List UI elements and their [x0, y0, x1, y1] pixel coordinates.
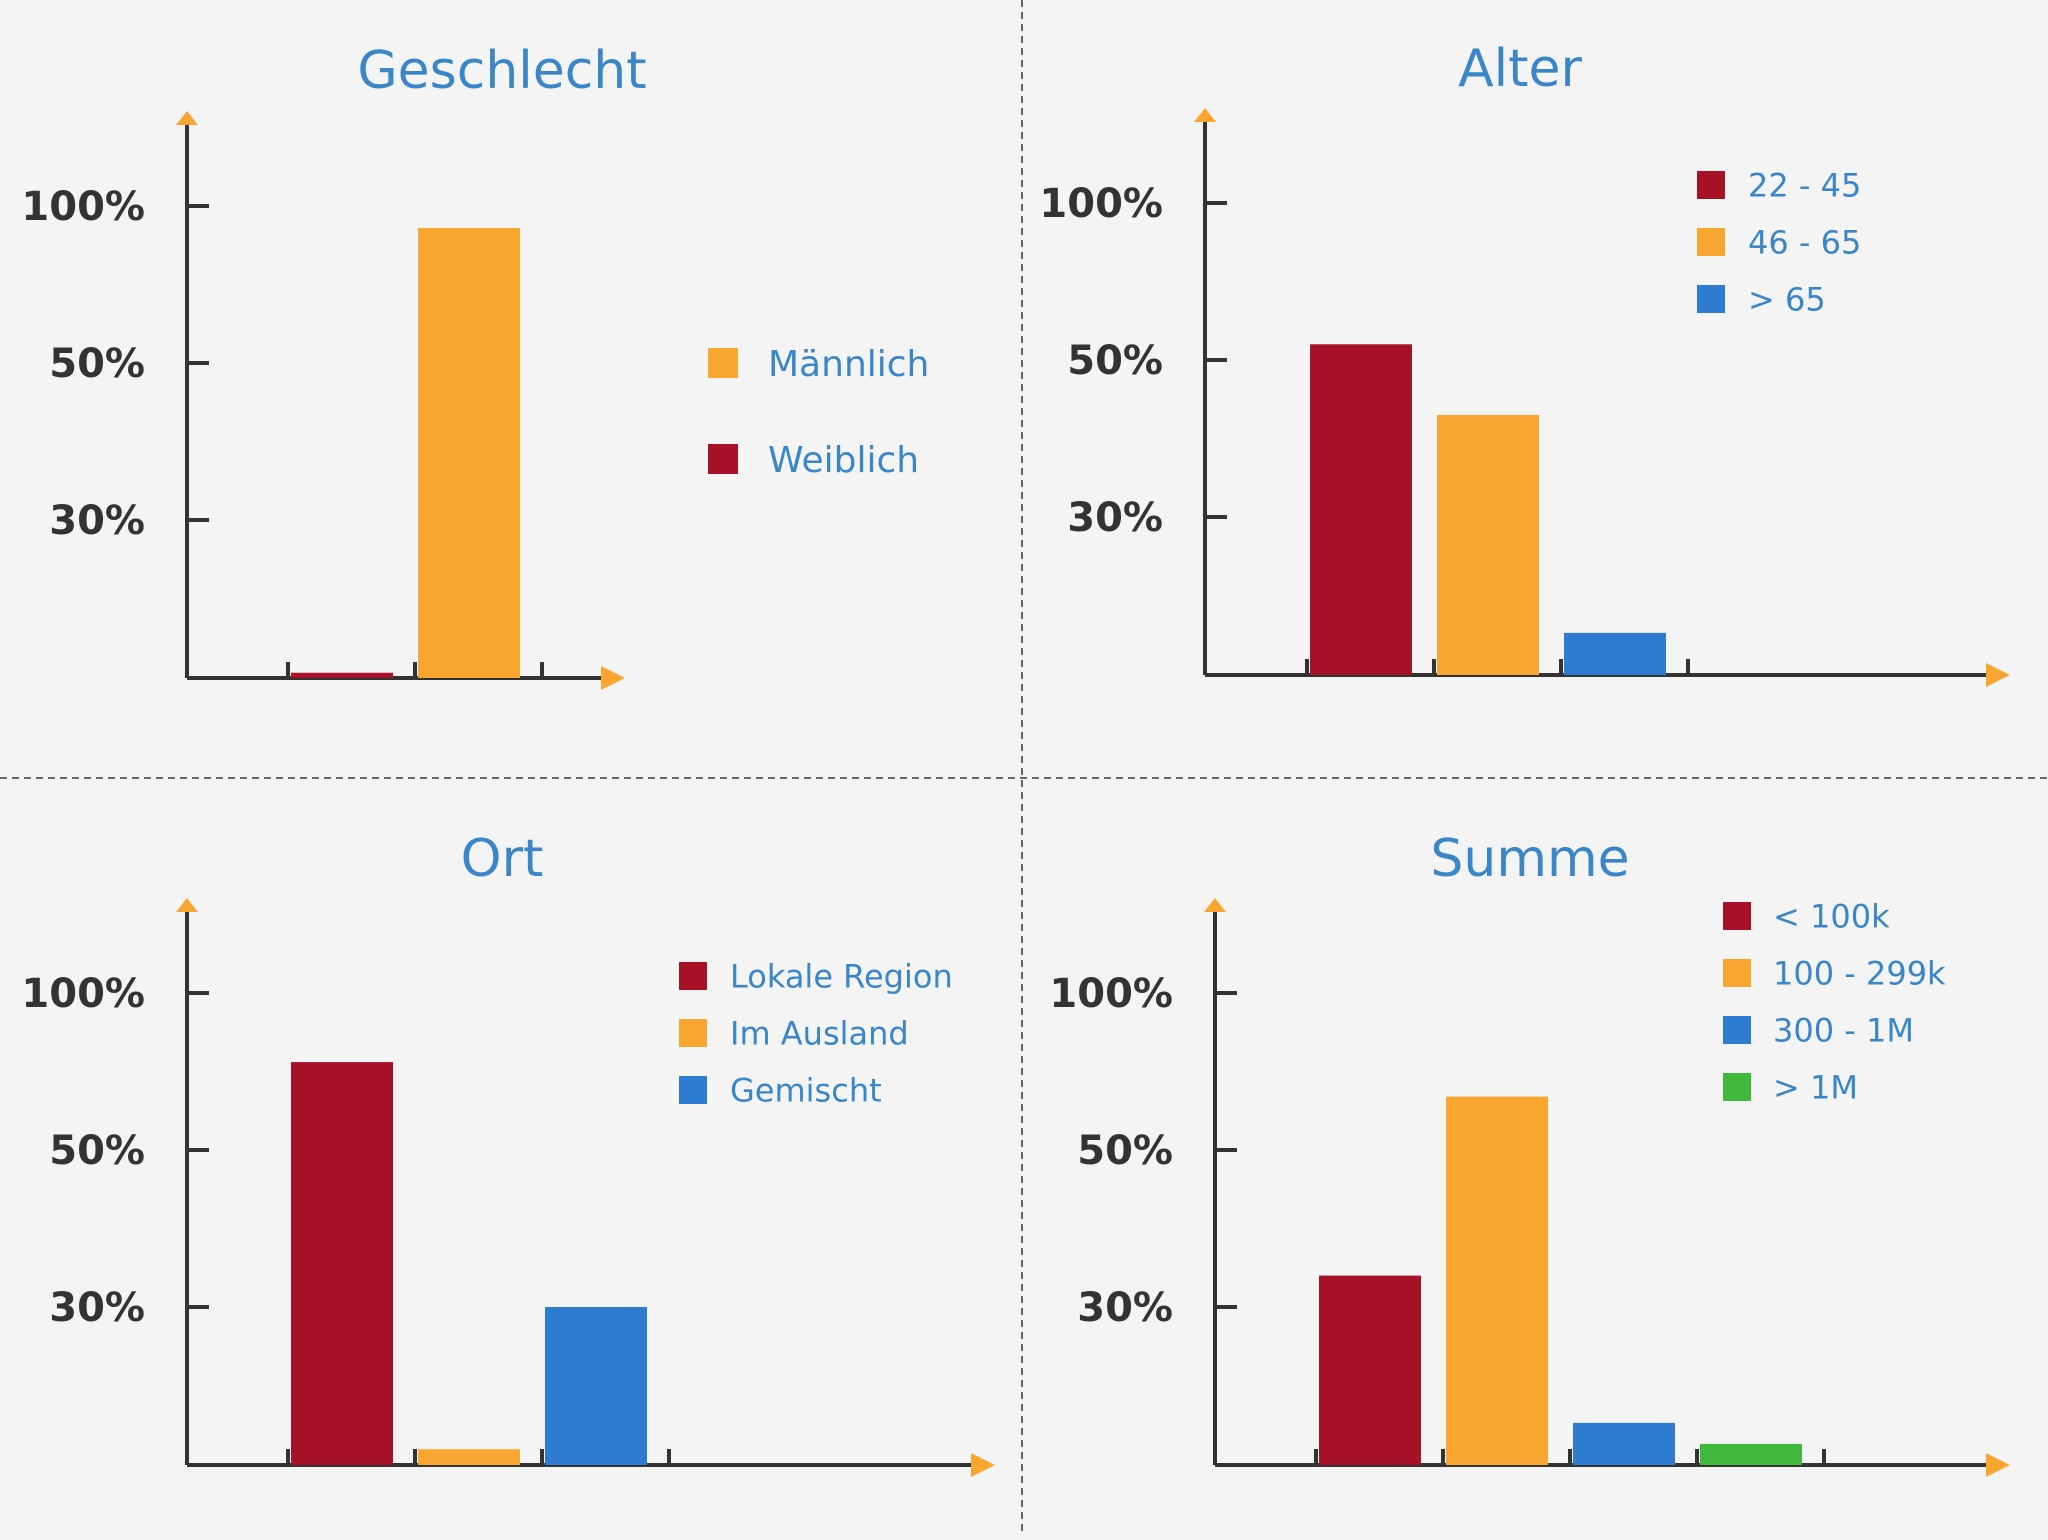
bar-100k [1319, 1275, 1421, 1465]
legend-label: Gemischt [730, 1072, 882, 1110]
chart-title: Summe [1430, 829, 1629, 889]
legend: 22 - 45 46 - 65 > 65 [1697, 167, 1861, 319]
legend-label: > 1M [1773, 1069, 1858, 1107]
y-tick-label: 30% [1077, 1285, 1173, 1331]
chart-title: Ort [461, 829, 544, 889]
chart-panel-4: Summe 100% 50% 30% < 100k 100 - 299k 300 - 1M >… [1049, 829, 2010, 1477]
legend-label: Lokale Region [730, 958, 953, 996]
x-axis-arrow [601, 666, 625, 690]
y-tick-label: 100% [21, 184, 145, 230]
legend-label: Männlich [768, 344, 929, 385]
legend: < 100k 100 - 299k 300 - 1M > 1M [1723, 898, 1946, 1107]
bar-1m [1700, 1443, 1802, 1465]
bar-22-45 [1310, 344, 1412, 675]
legend-swatch [1697, 171, 1725, 199]
legend-swatch [1723, 1073, 1751, 1101]
legend-label: Im Ausland [730, 1015, 909, 1053]
y-tick-label: 100% [1039, 181, 1163, 227]
legend-swatch [708, 444, 738, 474]
chart-title: Geschlecht [357, 41, 646, 101]
chart-panel-2: Alter 100% 50% 30% 22 - 45 46 - 65 > 65 [1039, 39, 2010, 687]
bar-100-299k [1446, 1096, 1548, 1465]
legend: Männlich Weiblich [708, 344, 929, 481]
legend-swatch [679, 1076, 707, 1104]
bar-m-nnlich [418, 227, 520, 679]
chart-panel-1: Geschlecht 100% 50% 30% Männlich Weiblich [21, 41, 929, 690]
legend-swatch [1723, 959, 1751, 987]
x-axis-arrow [1986, 1453, 2010, 1477]
y-axis-arrow [176, 111, 198, 125]
bar-gemischt [545, 1307, 647, 1465]
legend-label: 22 - 45 [1748, 167, 1861, 205]
legend: Lokale Region Im Ausland Gemischt [679, 958, 953, 1110]
legend-label: 100 - 299k [1773, 955, 1946, 993]
legend-swatch [1697, 285, 1725, 313]
bar-weiblich [291, 672, 393, 678]
legend-swatch [679, 962, 707, 990]
y-tick-label: 30% [1067, 495, 1163, 541]
x-axis-arrow [971, 1453, 995, 1477]
y-tick-label: 100% [1049, 971, 1173, 1017]
y-tick-label: 50% [1077, 1128, 1173, 1174]
y-tick-label: 50% [49, 1128, 145, 1174]
y-axis-arrow [1194, 108, 1216, 122]
bar-lokale-region [291, 1062, 393, 1465]
bar-46-65 [1437, 414, 1539, 675]
legend-label: > 65 [1748, 281, 1826, 319]
legend-label: 300 - 1M [1773, 1012, 1914, 1050]
y-tick-label: 30% [49, 1285, 145, 1331]
y-tick-label: 50% [49, 341, 145, 387]
chart-title: Alter [1458, 39, 1582, 99]
legend-label: < 100k [1773, 898, 1890, 936]
y-tick-label: 30% [49, 498, 145, 544]
y-axis-arrow [176, 898, 198, 912]
chart-panel-3: Ort 100% 50% 30% Lokale Region Im Ausland Gemi… [21, 829, 995, 1477]
legend-swatch [1723, 1016, 1751, 1044]
legend-swatch [708, 348, 738, 378]
legend-swatch [1697, 228, 1725, 256]
x-axis-arrow [1986, 663, 2010, 687]
bar-im-ausland [418, 1449, 520, 1465]
legend-swatch [1723, 902, 1751, 930]
bar-65 [1564, 632, 1666, 675]
y-tick-label: 50% [1067, 338, 1163, 384]
legend-label: 46 - 65 [1748, 224, 1861, 262]
legend-swatch [679, 1019, 707, 1047]
legend-label: Weiblich [768, 440, 919, 481]
bar-300-1m [1573, 1422, 1675, 1465]
y-tick-label: 100% [21, 971, 145, 1017]
y-axis-arrow [1204, 898, 1226, 912]
